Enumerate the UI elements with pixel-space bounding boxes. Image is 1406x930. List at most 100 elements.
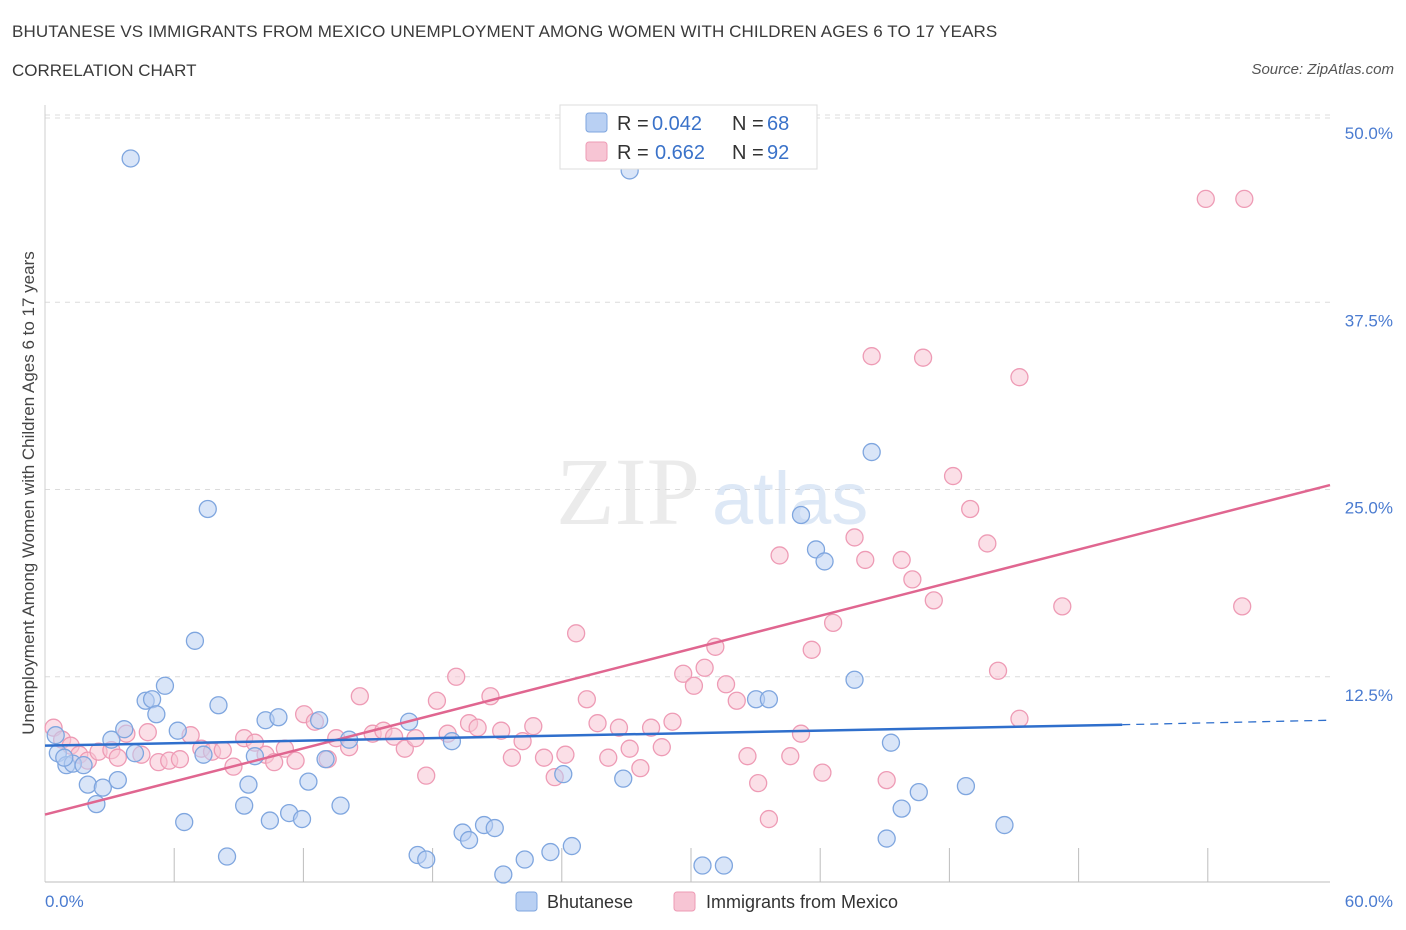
data-point <box>614 769 633 788</box>
legend-n-value-1: 68 <box>767 113 789 135</box>
grid-lines <box>45 114 1330 678</box>
data-point <box>1235 189 1254 209</box>
bottom-legend: Bhutanese Immigrants from Mexico <box>515 891 898 912</box>
watermark: ZIP atlas <box>556 438 868 545</box>
data-point <box>185 631 205 650</box>
data-point <box>1196 189 1215 209</box>
trend-lines <box>44 483 1331 816</box>
data-point <box>823 613 843 632</box>
data-point <box>693 856 712 875</box>
data-point <box>524 717 543 736</box>
source-label: Source: ZipAtlas.com <box>1251 61 1394 78</box>
legend-r-label-2: R = <box>617 142 654 164</box>
bottom-legend-label-mexico: Immigrants from Mexico <box>706 892 898 912</box>
data-point <box>913 348 933 367</box>
data-point <box>350 687 369 706</box>
data-point <box>791 724 811 743</box>
data-point <box>845 528 864 547</box>
data-point <box>213 741 232 760</box>
data-point <box>856 550 875 570</box>
data-point <box>170 750 190 769</box>
data-point <box>147 705 166 724</box>
data-point <box>577 690 596 709</box>
data-point <box>714 856 734 875</box>
data-point <box>309 711 329 730</box>
data-point <box>978 534 997 553</box>
data-point <box>74 756 93 775</box>
data-point <box>674 664 693 683</box>
data-point <box>609 718 629 737</box>
data-point <box>641 718 661 737</box>
data-point <box>716 675 736 694</box>
series-bhutanese <box>46 149 1014 884</box>
data-point <box>239 775 258 794</box>
data-point <box>684 676 704 695</box>
data-point <box>802 640 821 659</box>
data-point <box>447 667 466 686</box>
data-point <box>988 661 1008 680</box>
data-point <box>46 726 65 745</box>
data-point <box>903 570 922 589</box>
data-point <box>331 796 350 815</box>
data-point <box>142 690 162 709</box>
data-point <box>995 815 1014 835</box>
data-point <box>93 778 112 797</box>
legend-swatch-mexico <box>585 141 608 162</box>
data-point <box>384 727 404 746</box>
data-point <box>108 748 127 767</box>
data-point <box>125 744 145 763</box>
data-point <box>485 818 504 838</box>
data-point <box>892 799 911 818</box>
data-point <box>534 748 554 767</box>
data-point <box>759 809 779 829</box>
data-point <box>292 809 312 829</box>
data-point <box>235 796 254 815</box>
data-point <box>631 759 650 778</box>
data-point <box>909 782 928 802</box>
data-point <box>1010 368 1029 387</box>
chart-title: BHUTANESE VS IMMIGRANTS FROM MEXICO UNEM… <box>12 22 998 41</box>
legend-box: R = 0.042 N = 68 R = 0.662 N = 92 <box>559 104 818 170</box>
y-tick-label-50: 50.0% <box>1345 124 1393 143</box>
chart-subtitle: CORRELATION CHART <box>12 61 197 80</box>
y-axis-label: Unemployment Among Women with Children A… <box>19 251 38 735</box>
data-point <box>943 466 963 486</box>
y-tick-label-37.5: 37.5% <box>1345 311 1393 330</box>
data-point <box>417 850 436 869</box>
data-point <box>108 770 127 790</box>
data-point <box>492 721 511 740</box>
data-point <box>663 712 682 731</box>
data-point <box>427 691 447 710</box>
legend-n-label-1: N = <box>732 113 769 135</box>
data-point <box>468 718 487 737</box>
data-point <box>813 763 832 782</box>
data-point <box>566 624 586 643</box>
data-point <box>459 830 479 850</box>
data-point <box>588 714 607 733</box>
data-point <box>316 750 335 769</box>
data-point <box>155 676 175 695</box>
trend-line-mexico <box>44 483 1331 816</box>
legend-r-value-1: 0.042 <box>652 113 702 135</box>
data-point <box>892 550 911 570</box>
data-point <box>877 829 896 848</box>
data-point <box>260 811 280 830</box>
data-point <box>862 442 881 462</box>
data-point <box>781 747 800 766</box>
data-point <box>502 748 522 767</box>
legend-swatch-bhutanese <box>585 112 608 133</box>
data-point <box>494 865 513 884</box>
data-point <box>78 775 97 794</box>
y-tick-label-12.5: 12.5% <box>1345 686 1393 705</box>
trend-line-bhutanese-extension <box>1122 719 1331 726</box>
data-point <box>554 764 573 784</box>
trend-line-bhutanese <box>44 723 1123 747</box>
data-point <box>286 751 305 770</box>
data-point <box>541 842 560 862</box>
data-point <box>961 499 980 519</box>
data-point <box>562 836 581 856</box>
data-point <box>1010 709 1029 728</box>
watermark-atlas: atlas <box>712 457 868 540</box>
data-point <box>515 850 534 869</box>
data-point <box>556 745 575 764</box>
